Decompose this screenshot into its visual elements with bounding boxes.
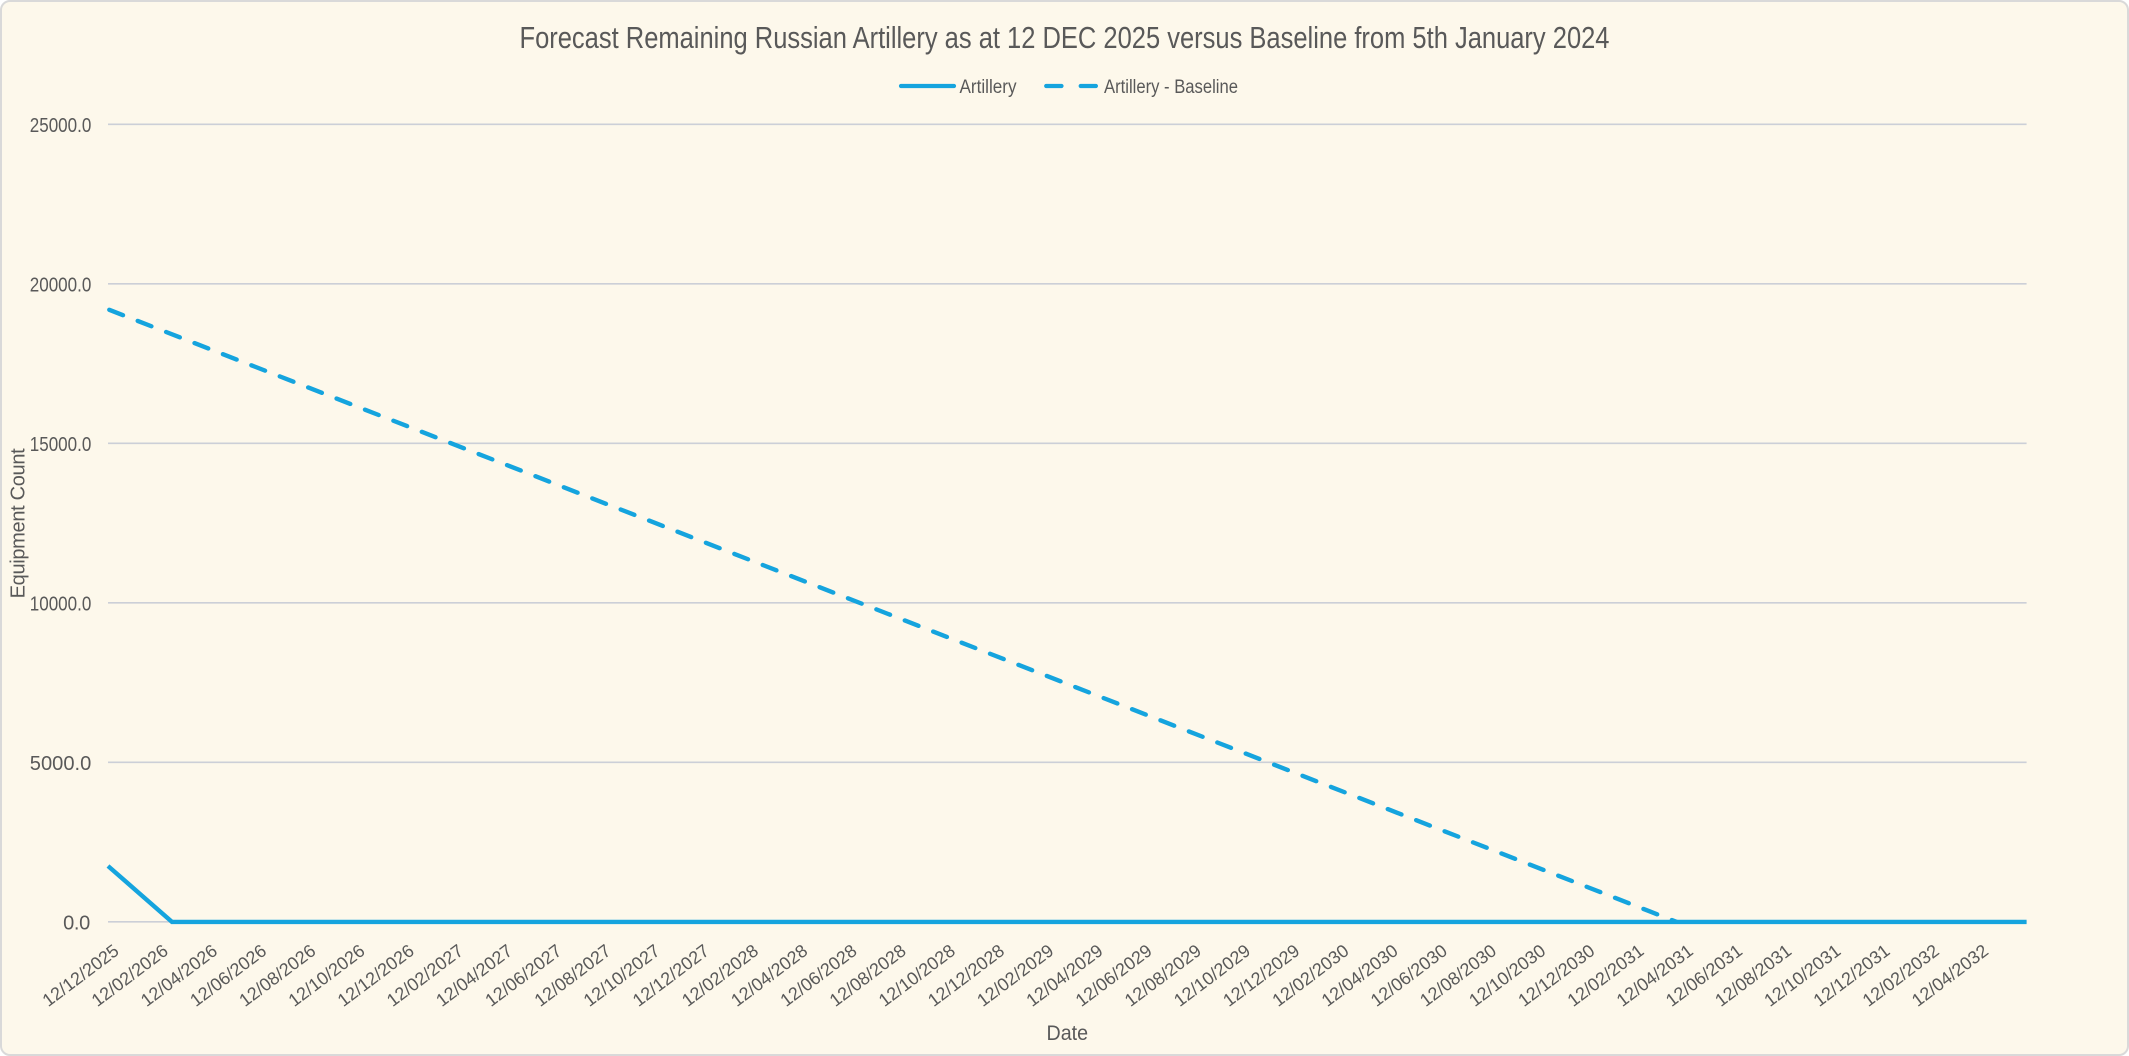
svg-text:15000.0: 15000.0 — [30, 434, 92, 456]
svg-text:Artillery - Baseline: Artillery - Baseline — [1104, 77, 1238, 98]
svg-text:10000.0: 10000.0 — [30, 594, 92, 616]
svg-text:20000.0: 20000.0 — [30, 275, 92, 297]
svg-text:Artillery: Artillery — [960, 77, 1017, 98]
svg-text:Equipment Count: Equipment Count — [8, 448, 30, 599]
svg-text:25000.0: 25000.0 — [30, 115, 92, 137]
svg-text:Date: Date — [1047, 1022, 1089, 1045]
svg-text:5000.0: 5000.0 — [30, 753, 92, 775]
svg-text:0.0: 0.0 — [63, 913, 90, 935]
svg-text:Forecast Remaining Russian Art: Forecast Remaining Russian Artillery as … — [520, 20, 1610, 55]
